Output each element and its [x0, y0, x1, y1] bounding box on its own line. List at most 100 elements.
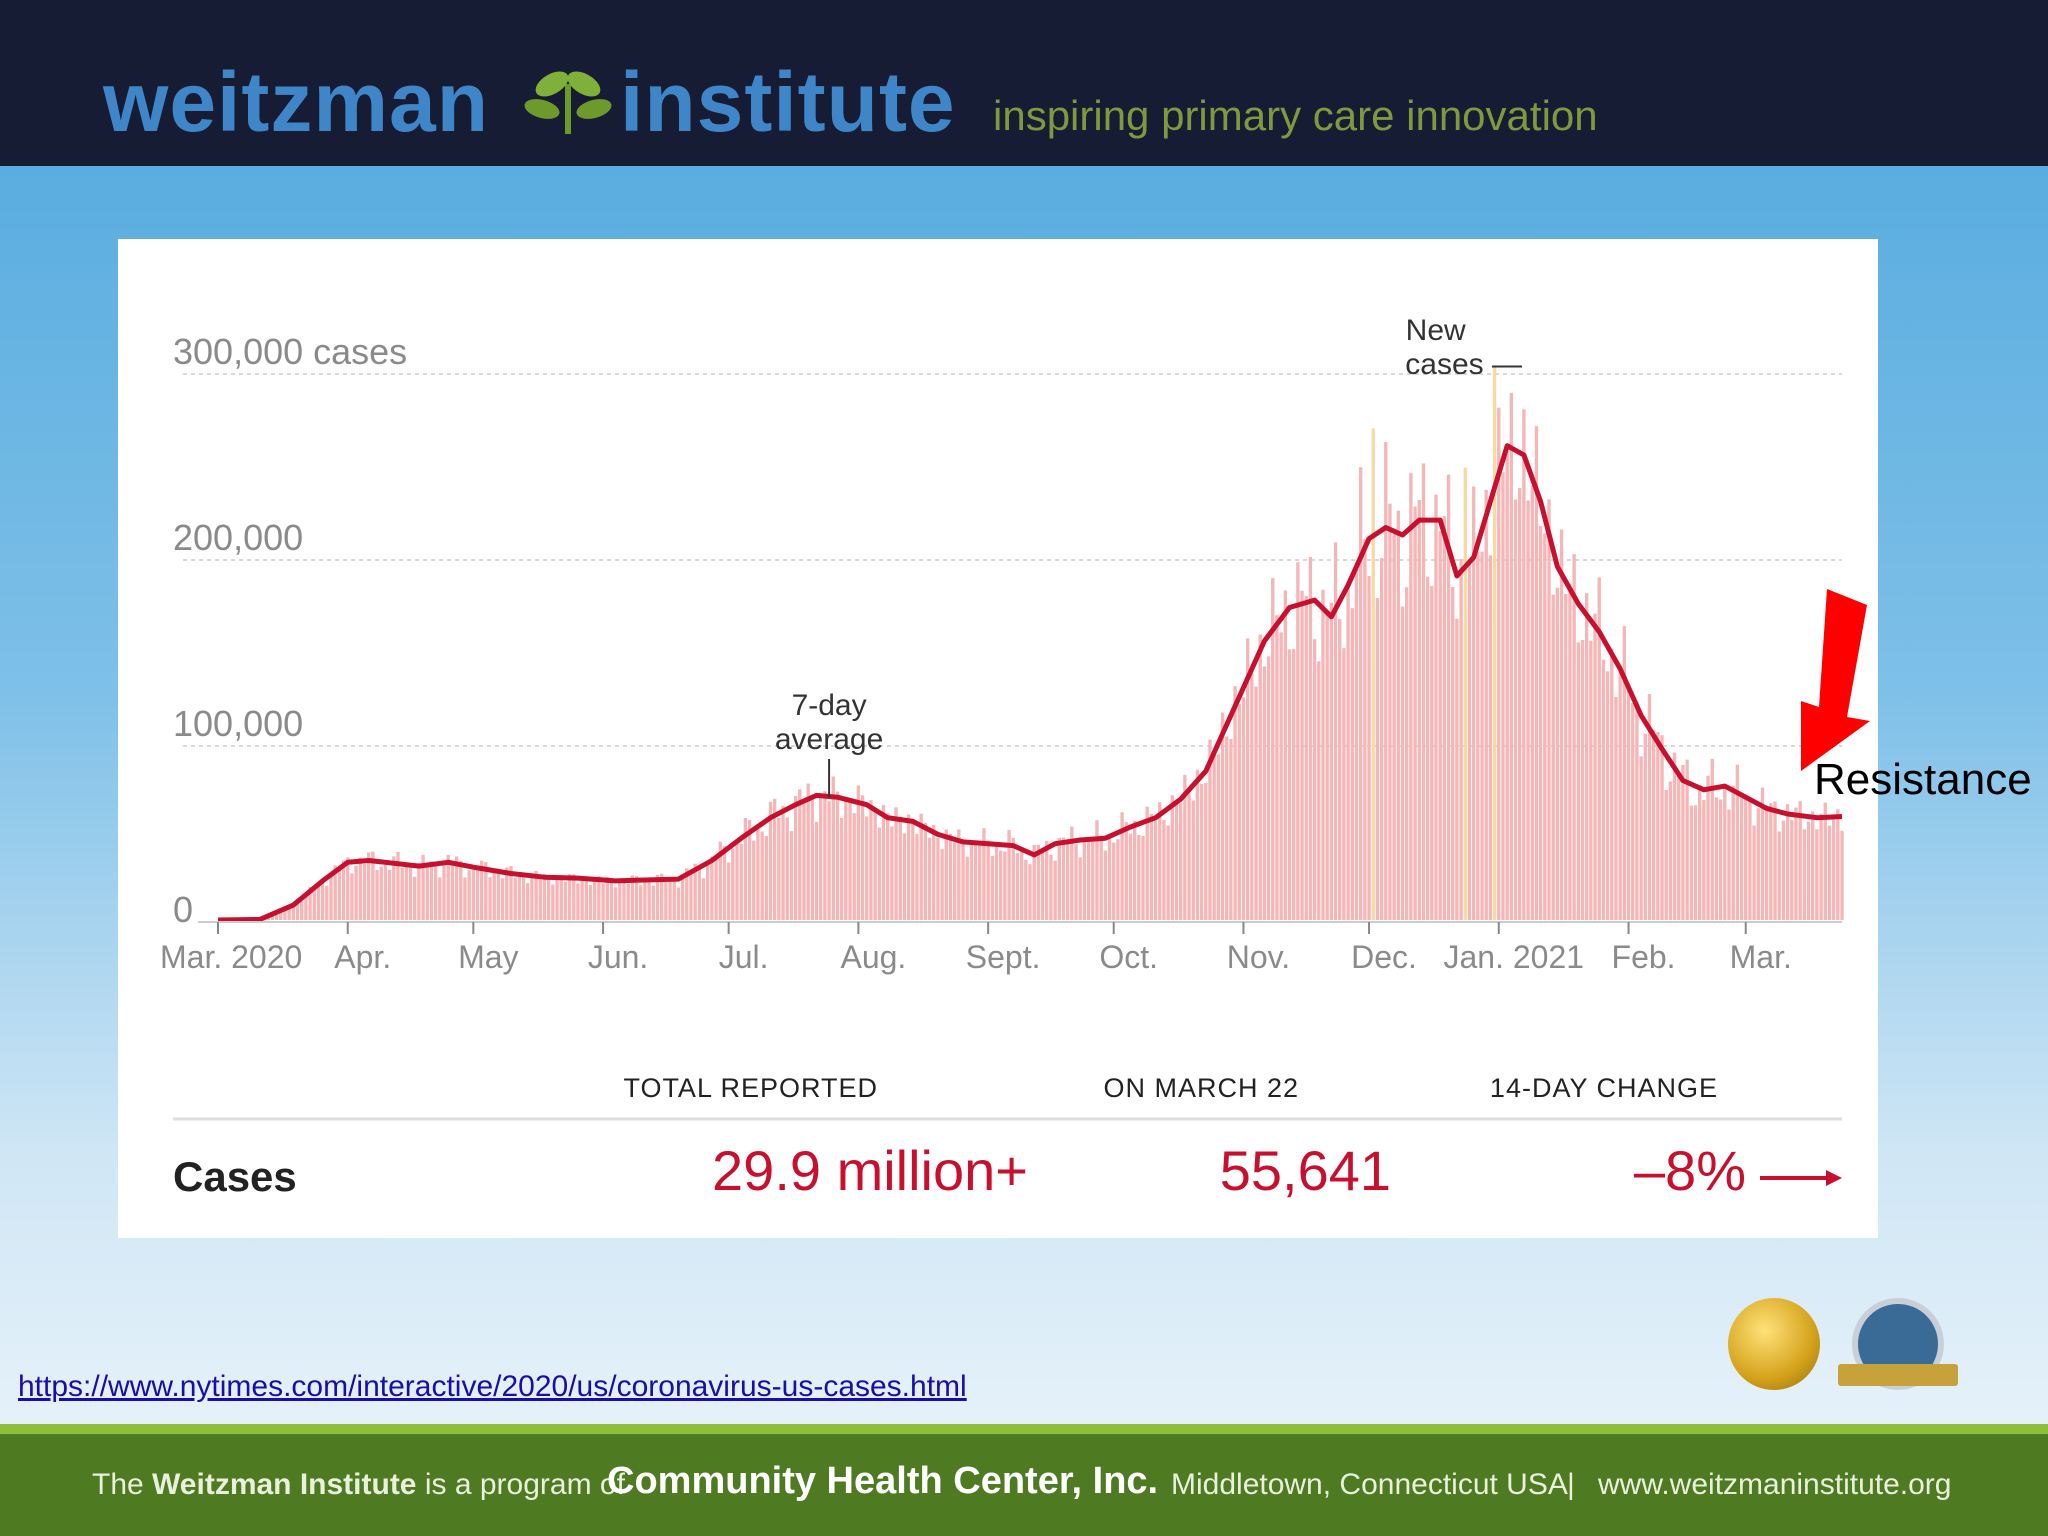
bar-day-167: [915, 834, 919, 920]
bar-day-111: [680, 874, 685, 920]
bar-day-356: [1706, 775, 1710, 920]
bar-day-209: [1091, 839, 1095, 920]
bar-day-267: [1333, 542, 1338, 920]
bar-day-301: [1476, 551, 1480, 920]
bar-day-184: [986, 840, 990, 920]
bar-day-168: [919, 813, 923, 920]
bar-day-291: [1434, 494, 1438, 920]
bar-day-363: [1735, 764, 1740, 920]
chart-gridlines: [183, 373, 1842, 747]
bar-day-354: [1698, 785, 1702, 920]
summary-header-2: 14-DAY CHANGE: [1490, 1073, 1718, 1103]
bar-day-88: [584, 877, 589, 920]
bar-day-43: [396, 851, 400, 920]
bar-day-365: [1744, 798, 1748, 920]
bar-day-249: [1258, 634, 1262, 920]
bar-day-55: [446, 854, 450, 920]
bar-day-339: [1635, 701, 1639, 920]
bar-day-95: [613, 887, 618, 920]
bar-day-232: [1187, 793, 1191, 920]
bar-day-98: [626, 883, 630, 920]
bar-day-46: [408, 867, 413, 920]
bar-day-226: [1162, 820, 1166, 920]
bar-day-297: [1459, 559, 1463, 920]
bar-day-170: [927, 837, 932, 920]
bar-day-90: [593, 877, 597, 920]
bar-day-127: [747, 820, 752, 920]
bar-day-303: [1484, 489, 1488, 920]
bar-day-143: [814, 821, 819, 920]
bar-day-290: [1430, 585, 1434, 920]
bar-day-260: [1304, 595, 1308, 920]
bar-day-146: [827, 801, 831, 920]
source-link[interactable]: https://www.nytimes.com/interactive/2020…: [18, 1370, 967, 1403]
bar-day-156: [869, 800, 873, 920]
bar-day-199: [1049, 854, 1053, 920]
bar-day-74: [526, 883, 530, 920]
bar-day-185: [990, 855, 995, 920]
bar-day-274: [1363, 539, 1367, 920]
bar-day-15: [279, 910, 283, 920]
bar-day-194: [1028, 864, 1032, 920]
bar-day-108: [668, 877, 672, 920]
bar-day-229: [1174, 802, 1179, 920]
y-tick-label-3: 300,000 cases: [173, 331, 407, 372]
bar-day-228: [1170, 795, 1174, 920]
bar-day-77: [538, 879, 542, 920]
bar-day-298: [1463, 467, 1467, 920]
summary-value-2: –8%: [1634, 1139, 1746, 1202]
bar-day-227: [1166, 825, 1170, 920]
bar-day-379: [1802, 829, 1807, 920]
y-tick-label-1: 100,000: [173, 703, 303, 744]
bar-day-109: [672, 881, 676, 920]
bar-day-283: [1400, 606, 1405, 920]
bar-day-257: [1292, 648, 1296, 920]
bar-day-223: [1149, 813, 1154, 920]
bar-day-36: [367, 852, 371, 920]
bar-day-213: [1107, 836, 1112, 920]
bar-day-112: [685, 868, 689, 920]
bar-day-211: [1099, 835, 1103, 920]
bar-day-153: [856, 785, 861, 920]
bar-day-387: [1836, 809, 1840, 920]
bar-day-276: [1371, 428, 1375, 920]
bar-day-131: [764, 835, 768, 920]
bar-day-309: [1509, 392, 1514, 920]
bar-day-57: [454, 856, 459, 920]
bar-day-383: [1819, 813, 1823, 920]
bar-day-76: [534, 870, 538, 920]
bar-day-241: [1225, 736, 1229, 920]
bar-day-125: [739, 843, 743, 920]
bar-day-84: [567, 874, 572, 920]
summary-row-label: Cases: [173, 1153, 297, 1200]
bar-day-61: [471, 864, 475, 920]
bar-day-65: [488, 877, 492, 920]
bar-day-64: [484, 862, 488, 920]
bar-day-368: [1756, 808, 1760, 920]
bar-day-181: [973, 842, 978, 920]
bar-day-14: [274, 912, 279, 920]
bar-day-32: [350, 873, 354, 920]
bar-day-220: [1137, 834, 1141, 920]
x-tick-label-7: Oct.: [1099, 939, 1158, 975]
bar-day-319: [1551, 594, 1555, 920]
bar-day-205: [1074, 844, 1078, 920]
chart-annotations: 7-day average New cases —: [775, 314, 1522, 797]
bar-day-253: [1275, 615, 1279, 920]
bar-day-178: [961, 843, 965, 920]
footer-bar: [0, 1434, 2048, 1536]
bar-day-160: [886, 813, 890, 920]
bar-day-254: [1279, 632, 1283, 920]
bar-day-155: [865, 816, 869, 920]
bar-day-113: [689, 872, 693, 920]
bar-day-59: [463, 877, 467, 920]
bar-day-102: [643, 880, 647, 920]
bar-day-21: [304, 893, 308, 920]
bar-day-333: [1610, 648, 1614, 920]
bar-day-348: [1672, 752, 1677, 920]
bar-day-26: [325, 885, 329, 920]
bar-day-171: [932, 825, 936, 920]
bar-day-250: [1262, 666, 1267, 920]
bar-day-85: [572, 874, 576, 920]
bar-day-216: [1120, 812, 1124, 920]
